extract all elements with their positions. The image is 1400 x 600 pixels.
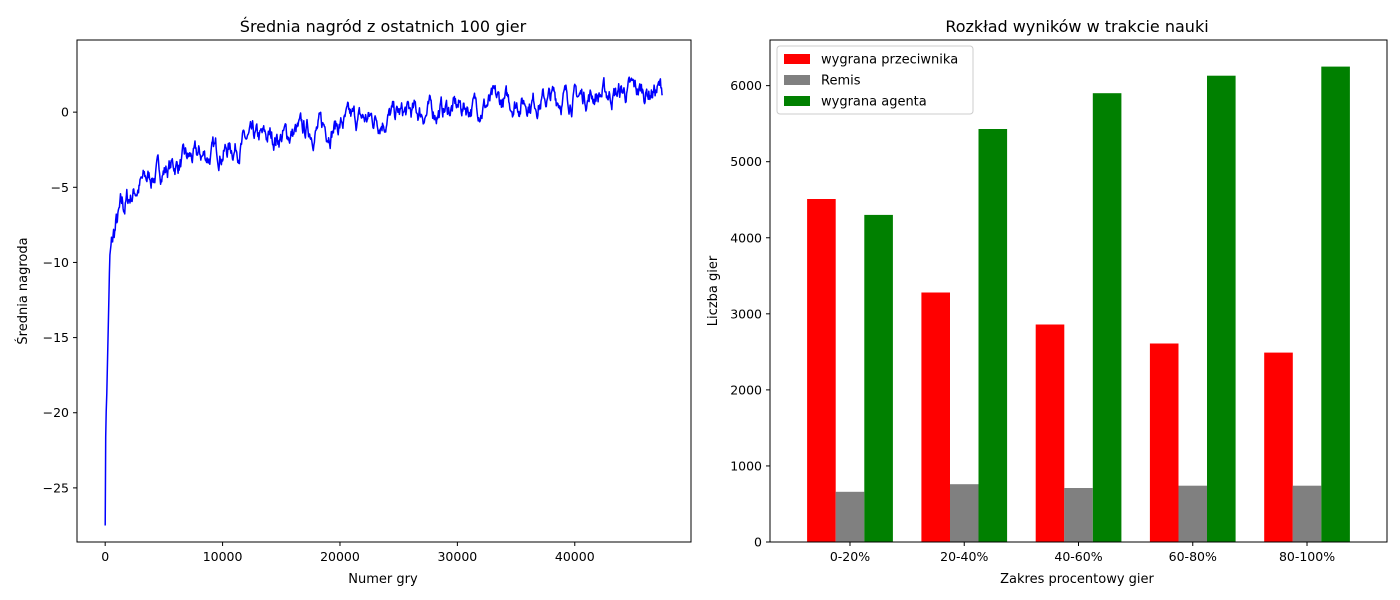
- line-chart-y-ticks: −25 −20 −15 −10 −5 0: [43, 105, 77, 495]
- x-tick-label: 30000: [437, 549, 477, 564]
- bar-chart-x-axis-label: Zakres procentowy gier: [1000, 572, 1154, 587]
- line-chart-frame: [76, 39, 692, 543]
- y-tick-label: 2000: [730, 382, 762, 397]
- x-tick-label: 10000: [203, 549, 243, 564]
- bar-chart: Rozkład wyników w trakcie nauki 0-20% 20-…: [706, 17, 1388, 587]
- bar-agent-win: [1321, 66, 1350, 542]
- reward-line: [104, 76, 664, 526]
- y-tick-label: 6000: [730, 78, 762, 93]
- legend-label: wygrana przeciwnika: [821, 53, 958, 68]
- y-tick-label: −10: [43, 255, 69, 270]
- legend-label: wygrana agenta: [821, 95, 927, 110]
- x-tick-label: 0-20%: [830, 549, 870, 564]
- line-chart-y-axis-label: Średnia nagroda: [15, 237, 31, 344]
- legend-box: [776, 45, 974, 115]
- bar-chart-y-axis-label: Liczba gier: [706, 255, 721, 326]
- bar-chart-bars: [807, 66, 1350, 542]
- bar-agent-win: [1207, 75, 1236, 542]
- bar-chart-title: Rozkład wyników w trakcie nauki: [945, 17, 1208, 36]
- bar-opponent-win: [921, 292, 950, 542]
- bar-chart-x-ticks: 0-20% 20-40% 40-60% 60-80% 80-100%: [830, 542, 1335, 564]
- bar-opponent-win: [807, 199, 836, 542]
- bar-draw: [1064, 488, 1093, 542]
- legend-label: Remis: [821, 74, 861, 89]
- y-tick-label: 1000: [730, 458, 762, 473]
- bar-draw: [1292, 485, 1322, 542]
- y-tick-label: −15: [43, 330, 69, 345]
- line-chart-x-ticks: 0 10000 20000 30000 40000: [101, 542, 595, 564]
- line-chart-title: Średnia nagród z ostatnich 100 gier: [240, 17, 527, 36]
- y-tick-label: −25: [43, 480, 69, 495]
- bar-opponent-win: [1264, 352, 1293, 542]
- x-tick-label: 40-60%: [1054, 549, 1102, 564]
- y-tick-label: 5000: [730, 154, 762, 169]
- bar-chart-frame: [769, 39, 1388, 543]
- line-chart-plot-area: [104, 76, 664, 526]
- bar-agent-win: [978, 129, 1008, 542]
- bar-draw: [950, 484, 979, 542]
- legend-swatch: [784, 75, 810, 85]
- y-tick-label: 0: [61, 105, 69, 120]
- legend-swatch: [784, 54, 810, 64]
- x-tick-label: 20-40%: [940, 549, 988, 564]
- y-tick-label: −20: [43, 405, 69, 420]
- x-tick-label: 60-80%: [1169, 549, 1217, 564]
- x-tick-label: 80-100%: [1279, 549, 1335, 564]
- bar-opponent-win: [1035, 324, 1065, 542]
- line-chart: Średnia nagród z ostatnich 100 gier 0 100…: [15, 17, 692, 587]
- bar-agent-win: [864, 214, 893, 542]
- y-tick-label: 0: [754, 535, 762, 550]
- x-tick-label: 40000: [555, 549, 595, 564]
- y-tick-label: 3000: [730, 306, 762, 321]
- legend-swatch: [784, 96, 810, 106]
- bar-opponent-win: [1149, 343, 1179, 542]
- bar-agent-win: [1092, 93, 1122, 542]
- x-tick-label: 0: [101, 549, 109, 564]
- y-tick-label: 4000: [730, 230, 762, 245]
- bar-chart-legend: wygrana przeciwnika Remis wygrana agenta: [776, 45, 974, 115]
- bar-draw: [1178, 485, 1208, 542]
- bar-draw: [835, 491, 865, 542]
- x-tick-label: 20000: [320, 549, 360, 564]
- y-tick-label: −5: [51, 180, 69, 195]
- line-chart-x-axis-label: Numer gry: [348, 572, 418, 587]
- bar-chart-y-ticks: 0 1000 2000 3000 4000 5000 6000: [730, 78, 770, 550]
